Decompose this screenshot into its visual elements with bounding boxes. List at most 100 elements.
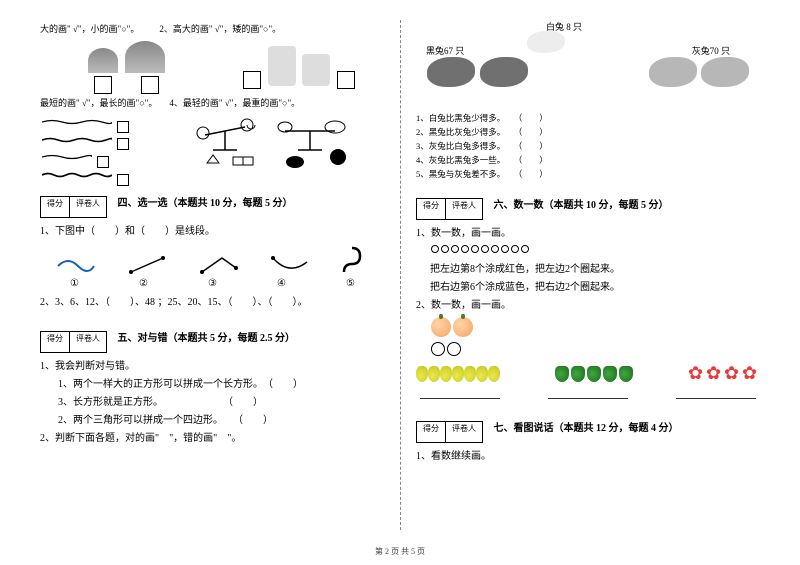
s5-q1a: 1、两个一样大的正方形可以拼成一个长方形。 （ ） [40,377,385,393]
s5-q1: 1、我会判断对与错。 [40,359,385,375]
section-7: 得分 评卷人 七、看图说话（本题共 12 分，每题 4 分） 1、看数继续画。 [416,411,760,465]
flower-icon [689,366,705,382]
section-4: 得分 评卷人 四、选一选（本题共 10 分，每题 5 分） 1、下图中（ ）和（… [40,186,385,311]
fruit-count-row [416,366,760,385]
grader-label: 评卷人 [446,421,483,443]
white-rabbits-icon [527,31,565,53]
s5-q1c: 2、两个三角形可以拼成一个四边形。 （ ） [40,413,385,429]
checkbox-fan1[interactable] [94,76,112,94]
checkbox-rope3[interactable] [97,156,109,168]
pepper-group [554,366,634,385]
s6-q1a: 把左边第8个涂成红色，把左边2个圈起来。 [416,262,760,278]
rope-2 [40,133,185,151]
fan-small [88,48,118,73]
curve-4 [269,254,309,276]
option-labels: ① ② ③ ④ ⑤ [40,278,385,289]
checkbox-panda2[interactable] [337,71,355,89]
score-label: 得分 [40,331,70,353]
rope-4 [40,168,185,186]
checkbox-panda1[interactable] [243,71,261,89]
s5-q2: 2、判断下面各题，对的画" "，错的画" "。 [40,431,385,447]
pepper-icon [555,366,569,382]
rabbit-block: 白兔 8 只 黑兔67 只 灰兔70 只 [416,20,760,110]
rq2: 2、黑兔比灰兔少得多。 [416,126,505,138]
answer-lines-row [416,387,760,399]
peach-row [416,316,760,341]
section-5-title: 五、对与错（本题共 5 分，每题 2.5 分） [118,329,296,344]
worksheet-page: 大的画" √"，小的画"○"。 2、高大的画" √"，矮的画"○"。 最短的画"… [0,0,800,530]
checkbox-rope2[interactable] [117,138,129,150]
s4-q2: 2、3、6、12、（ ）、48 ；25、20、15、（ ）、（ ）。 [40,295,385,311]
rope-1 [40,115,185,133]
label-1: ① [70,278,79,289]
checkbox-fan2[interactable] [141,76,159,94]
score-table-4: 得分 评卷人 [40,196,107,218]
checkbox-rope1[interactable] [117,121,129,133]
rq5: 5、黑兔与灰兔差不多。 [416,168,505,180]
section-4-title: 四、选一选（本题共 10 分，每题 5 分） [118,194,293,209]
right-column: 白兔 8 只 黑兔67 只 灰兔70 只 1、白兔比黑兔少得多。 （ ） 2、黑… [400,20,760,530]
rq4: 4、灰兔比黑兔多一些。 [416,154,505,166]
page-footer: 第 2 页 共 5 页 [0,546,800,557]
label-5: ⑤ [346,278,355,289]
s4-q1: 1、下图中（ ）和（ ）是线段。 [40,224,385,240]
grader-label: 评卷人 [70,196,107,218]
top-row-2: 最短的画" √"，最长的画"○"。 4、最轻的画" √"，最重的画"○"。 [40,96,385,113]
section-5: 得分 评卷人 五、对与错（本题共 5 分，每题 2.5 分） 1、我会判断对与错… [40,321,385,447]
gray-rabbits-icon-2 [701,57,749,87]
q4-text: 4、最轻的画" √"，最重的画"○"。 [169,96,300,109]
grader-label: 评卷人 [70,331,107,353]
q1-text: 大的画" √"，小的画"○"。 [40,22,139,35]
black-rabbits-icon-2 [480,57,528,87]
circle-big-icon [431,342,445,356]
big-circle-row [416,341,760,360]
section-6-title: 六、数一数（本题共 10 分，每题 5 分） [494,196,669,211]
grader-label: 评卷人 [446,198,483,220]
section-7-title: 七、看图说话（本题共 12 分，每题 4 分） [494,419,679,434]
label-4: ④ [277,278,286,289]
left-column: 大的画" √"，小的画"○"。 2、高大的画" √"，矮的画"○"。 最短的画"… [40,20,400,530]
pear-icon [416,366,428,382]
section-6: 得分 评卷人 六、数一数（本题共 10 分，每题 5 分） 1、数一数，画一画。… [416,188,760,399]
score-table-6: 得分 评卷人 [416,198,483,220]
score-label: 得分 [40,196,70,218]
fans-pandas-row [40,41,385,94]
peach-icon [431,317,451,337]
curve-3 [198,254,238,276]
panda-tall [268,46,296,86]
s6-q2: 2、数一数，画一画。 [416,298,760,314]
s6-q1b: 把右边第6个涂成蓝色，把右边2个圈起来。 [416,280,760,296]
s6-q1: 1、数一数，画一画。 [416,226,760,242]
curve-2 [127,254,167,276]
s7-q1: 1、看数继续画。 [416,449,760,465]
label-2: ② [139,278,148,289]
checkbox-rope4[interactable] [117,174,129,186]
rope-3 [40,150,185,168]
circle-row [416,244,760,260]
flower-group [688,366,760,385]
rq1: 1、白兔比黑兔少得多。 [416,112,505,124]
fan-big [125,41,165,73]
q3-text: 最短的画" √"，最长的画"○"。 [40,96,157,109]
rq3: 3、灰兔比白兔多得多。 [416,140,505,152]
answer-line-2[interactable] [548,387,628,399]
curve-1 [56,254,96,276]
line-segment-options [40,246,385,276]
ropes-balance-row [40,115,385,186]
pear-group [416,366,500,385]
s5-q1b: 3、长方形就是正方形。 （ ） [40,395,385,411]
score-label: 得分 [416,421,446,443]
score-label: 得分 [416,198,446,220]
curve-5 [340,246,370,276]
score-table-7: 得分 评卷人 [416,421,483,443]
top-row-1: 大的画" √"，小的画"○"。 2、高大的画" √"，矮的画"○"。 [40,22,385,39]
q2-text: 2、高大的画" √"，矮的画"○"。 [159,22,281,35]
panda-short [302,54,330,86]
black-rabbits-icon-1 [427,57,475,87]
label-3: ③ [208,278,217,289]
answer-line-1[interactable] [420,387,500,399]
gray-rabbits-icon-1 [649,57,697,87]
balance-scale [185,115,355,170]
circle-icon [431,245,439,253]
answer-line-3[interactable] [676,387,756,399]
